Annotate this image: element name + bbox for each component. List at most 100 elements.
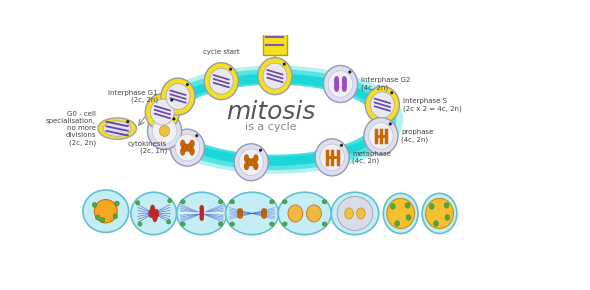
Ellipse shape (218, 200, 223, 204)
Ellipse shape (181, 148, 185, 155)
Ellipse shape (181, 222, 185, 226)
Ellipse shape (390, 91, 394, 94)
Ellipse shape (331, 192, 379, 235)
Ellipse shape (113, 214, 117, 219)
Ellipse shape (406, 215, 411, 220)
Ellipse shape (337, 196, 373, 231)
Ellipse shape (356, 208, 365, 219)
Ellipse shape (166, 84, 190, 110)
Ellipse shape (263, 63, 287, 89)
Ellipse shape (365, 86, 399, 123)
Ellipse shape (230, 200, 235, 204)
Ellipse shape (244, 155, 249, 162)
Ellipse shape (166, 220, 171, 224)
Ellipse shape (229, 68, 232, 71)
Text: is a cycle: is a cycle (245, 122, 297, 132)
Ellipse shape (200, 208, 204, 214)
Text: Interphase S
(2c x 2 = 4c, 2n): Interphase S (2c x 2 = 4c, 2n) (402, 98, 461, 112)
Ellipse shape (387, 198, 415, 229)
Ellipse shape (145, 94, 179, 130)
Ellipse shape (288, 205, 303, 222)
Ellipse shape (148, 113, 182, 149)
Ellipse shape (149, 209, 153, 218)
Ellipse shape (218, 222, 223, 226)
Ellipse shape (261, 209, 267, 214)
Ellipse shape (323, 66, 358, 102)
Ellipse shape (171, 129, 204, 166)
Text: metaphase
(4c, 2n): metaphase (4c, 2n) (352, 151, 391, 164)
Ellipse shape (364, 117, 398, 155)
Ellipse shape (131, 192, 176, 235)
Ellipse shape (322, 200, 327, 204)
Ellipse shape (83, 190, 129, 232)
Ellipse shape (190, 140, 194, 148)
Ellipse shape (192, 88, 358, 151)
Ellipse shape (200, 205, 204, 211)
Ellipse shape (138, 222, 142, 226)
Ellipse shape (176, 192, 227, 235)
Ellipse shape (278, 192, 331, 235)
Ellipse shape (244, 162, 249, 170)
Ellipse shape (283, 200, 287, 204)
Ellipse shape (168, 199, 172, 203)
Ellipse shape (422, 193, 457, 233)
Ellipse shape (181, 140, 185, 148)
Ellipse shape (152, 118, 177, 144)
Ellipse shape (170, 99, 173, 102)
Text: prophase
(4c, 2n): prophase (4c, 2n) (401, 129, 434, 143)
Ellipse shape (261, 213, 267, 218)
Ellipse shape (172, 117, 175, 120)
Ellipse shape (259, 149, 262, 152)
Text: Interphase G2
(4c, 2n): Interphase G2 (4c, 2n) (360, 77, 410, 91)
Ellipse shape (315, 139, 349, 176)
Ellipse shape (126, 120, 129, 123)
Ellipse shape (320, 144, 345, 171)
Ellipse shape (98, 118, 136, 139)
Ellipse shape (195, 134, 198, 137)
Text: cycle start: cycle start (203, 49, 240, 55)
Ellipse shape (209, 68, 233, 94)
Ellipse shape (395, 221, 399, 226)
Ellipse shape (114, 201, 119, 206)
Ellipse shape (445, 215, 450, 220)
Ellipse shape (186, 144, 191, 151)
Ellipse shape (335, 76, 339, 86)
Ellipse shape (175, 134, 199, 161)
Ellipse shape (150, 205, 155, 213)
Ellipse shape (389, 122, 392, 126)
Ellipse shape (250, 158, 255, 166)
Ellipse shape (136, 201, 140, 205)
Ellipse shape (230, 222, 235, 226)
Text: G0 - cell
specialisation,
no more
divisions
(2c, 2n): G0 - cell specialisation, no more divisi… (45, 111, 96, 146)
Ellipse shape (254, 162, 258, 170)
Ellipse shape (328, 71, 353, 97)
Ellipse shape (186, 83, 189, 86)
Ellipse shape (345, 208, 353, 219)
Ellipse shape (254, 155, 258, 162)
Ellipse shape (258, 58, 292, 95)
Ellipse shape (430, 204, 434, 209)
Ellipse shape (342, 76, 347, 86)
Ellipse shape (247, 158, 252, 166)
Ellipse shape (204, 63, 238, 100)
Ellipse shape (270, 200, 274, 204)
Ellipse shape (283, 63, 286, 66)
Ellipse shape (307, 205, 322, 222)
Ellipse shape (190, 148, 194, 155)
Ellipse shape (261, 211, 267, 216)
Ellipse shape (238, 211, 243, 216)
Ellipse shape (239, 149, 264, 175)
Ellipse shape (342, 82, 347, 92)
Ellipse shape (369, 123, 393, 149)
Ellipse shape (200, 211, 204, 218)
Ellipse shape (283, 222, 287, 226)
Ellipse shape (238, 209, 243, 214)
Ellipse shape (425, 198, 454, 229)
Ellipse shape (159, 125, 170, 137)
FancyBboxPatch shape (263, 22, 287, 55)
Text: mitosis: mitosis (227, 100, 316, 124)
Ellipse shape (154, 209, 159, 218)
Ellipse shape (238, 213, 243, 218)
Text: Interphase G1
(2c, 2n): Interphase G1 (2c, 2n) (109, 90, 158, 103)
Ellipse shape (335, 82, 339, 92)
